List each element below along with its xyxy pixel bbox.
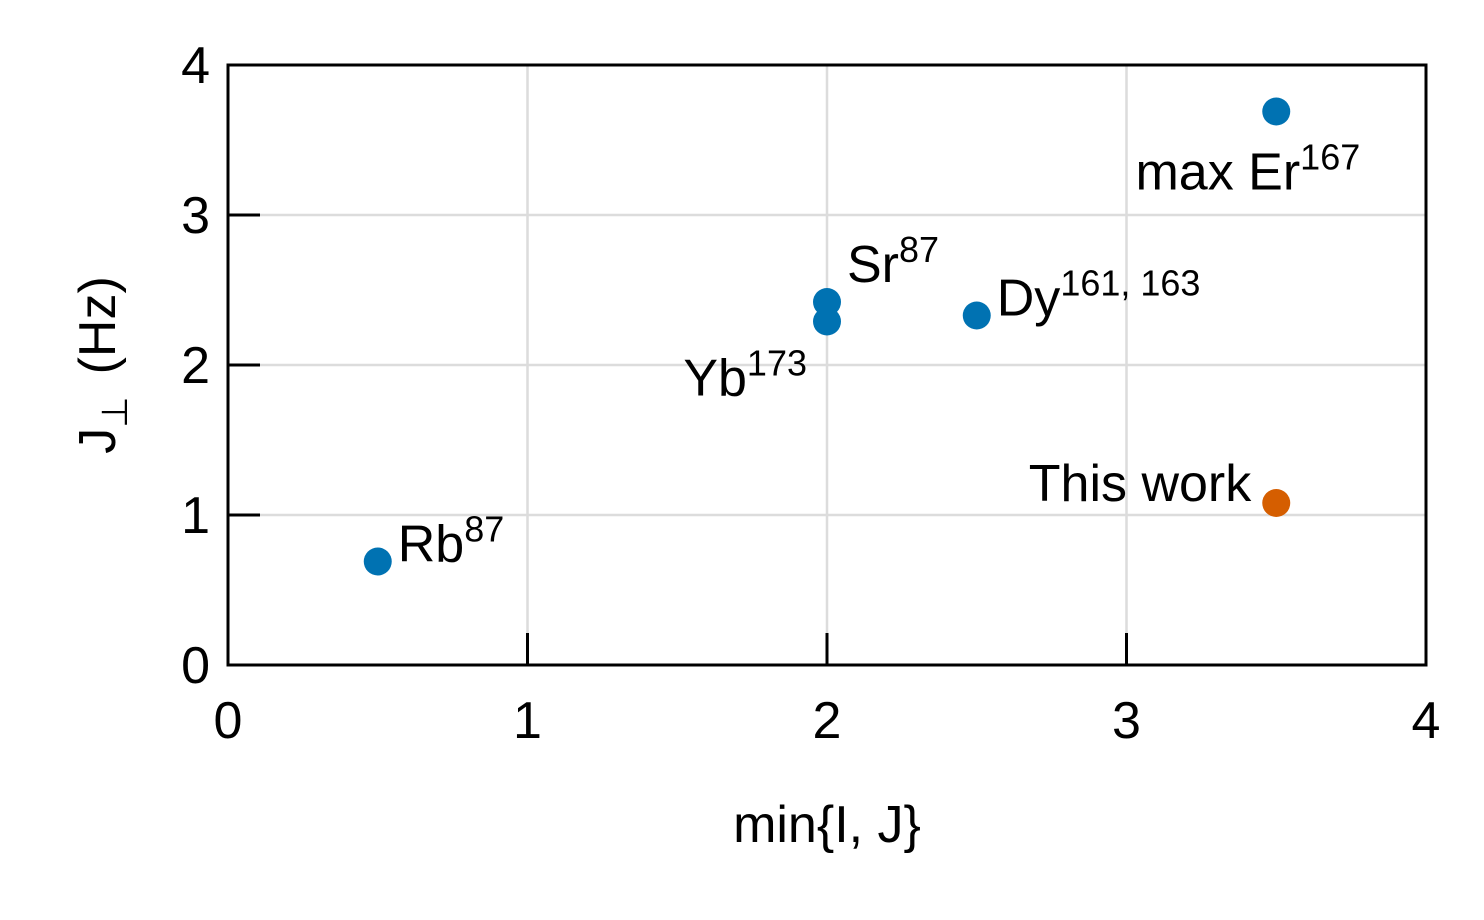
x-tick-label: 2 <box>813 692 842 750</box>
data-point <box>1262 97 1291 126</box>
point-label-name: Rb <box>398 516 464 574</box>
x-tick-label: 1 <box>513 692 542 750</box>
x-tick-label: 4 <box>1412 692 1441 750</box>
y-axis-title-main: J <box>69 428 127 454</box>
grid-lines <box>228 65 1426 665</box>
x-axis-title: min{I, J} <box>733 796 921 854</box>
tick-labels: 0 1 2 3 4 0 1 2 3 4 <box>181 37 1440 750</box>
point-label: max Er167 <box>1135 137 1360 202</box>
y-axis-title: J⊥ (Hz) <box>69 276 135 454</box>
data-point <box>1262 489 1291 517</box>
data-points <box>363 97 1291 576</box>
point-label-isotope: 87 <box>464 509 504 550</box>
y-tick-label: 2 <box>181 337 210 395</box>
data-point <box>813 307 841 336</box>
axis-ticks <box>228 213 1128 665</box>
point-label: Rb87 <box>398 509 505 574</box>
point-label-isotope: 167 <box>1300 137 1360 178</box>
y-tick-label: 3 <box>181 187 210 245</box>
point-label-name: Yb <box>683 350 747 408</box>
point-label-name: Sr <box>847 236 899 294</box>
point-label: This work <box>1029 455 1252 513</box>
point-label-name: This work <box>1029 455 1252 513</box>
y-axis-title-sub: ⊥ <box>94 396 135 427</box>
y-tick-label: 4 <box>181 37 210 95</box>
plot-frame <box>226 63 1428 667</box>
data-point <box>813 288 841 316</box>
point-label-name: max Er <box>1135 144 1300 202</box>
x-tick-label: 0 <box>214 692 243 750</box>
point-label-isotope: 87 <box>899 229 939 270</box>
y-tick-label: 1 <box>181 487 210 545</box>
point-label: Sr87 <box>847 229 939 294</box>
y-tick-label: 0 <box>181 637 210 695</box>
point-label-name: Dy <box>997 270 1061 328</box>
x-tick-label: 3 <box>1112 692 1141 750</box>
data-point <box>962 301 991 330</box>
y-axis-title-unit: (Hz) <box>69 276 127 374</box>
svg-text:J⊥(Hz): J⊥ (Hz) <box>69 276 135 454</box>
point-label: Yb173 <box>683 343 807 408</box>
data-point <box>363 547 392 576</box>
point-label-isotope: 173 <box>747 343 807 384</box>
point-label: Dy161, 163 <box>997 263 1201 328</box>
point-label-isotope: 161, 163 <box>1060 263 1200 304</box>
